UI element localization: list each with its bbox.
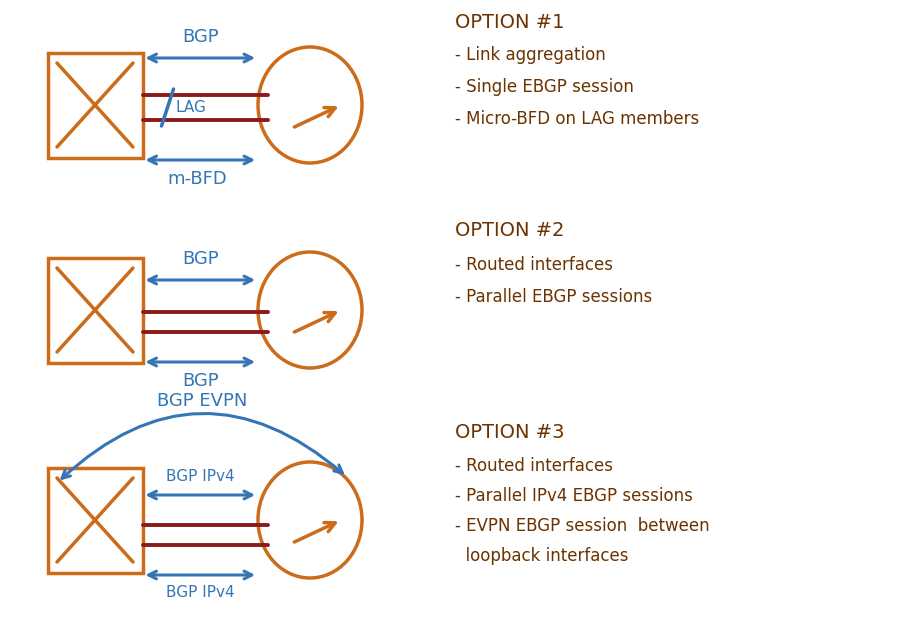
Text: - Routed interfaces: - Routed interfaces: [455, 256, 613, 274]
Text: - Single EBGP session: - Single EBGP session: [455, 78, 634, 96]
Text: BGP IPv4: BGP IPv4: [166, 585, 235, 600]
Text: - Micro-BFD on LAG members: - Micro-BFD on LAG members: [455, 110, 699, 128]
Text: BGP: BGP: [182, 250, 219, 268]
Text: BGP IPv4: BGP IPv4: [166, 469, 235, 484]
Text: OPTION #1: OPTION #1: [455, 13, 564, 32]
Bar: [47, 258, 142, 362]
Text: BGP EVPN: BGP EVPN: [157, 391, 248, 410]
Text: - EVPN EBGP session  between: - EVPN EBGP session between: [455, 517, 709, 535]
Text: - Link aggregation: - Link aggregation: [455, 46, 606, 64]
Text: OPTION #2: OPTION #2: [455, 220, 564, 239]
Text: loopback interfaces: loopback interfaces: [455, 547, 629, 565]
Text: LAG: LAG: [175, 100, 207, 115]
Text: - Routed interfaces: - Routed interfaces: [455, 457, 613, 475]
Text: - Parallel IPv4 EBGP sessions: - Parallel IPv4 EBGP sessions: [455, 487, 693, 505]
FancyArrowPatch shape: [62, 413, 342, 478]
Text: BGP: BGP: [182, 372, 219, 390]
Text: - Parallel EBGP sessions: - Parallel EBGP sessions: [455, 288, 652, 306]
Text: m-BFD: m-BFD: [168, 170, 228, 188]
Bar: [47, 52, 142, 158]
Text: OPTION #3: OPTION #3: [455, 423, 564, 442]
Text: BGP: BGP: [182, 28, 219, 46]
Bar: [47, 467, 142, 573]
